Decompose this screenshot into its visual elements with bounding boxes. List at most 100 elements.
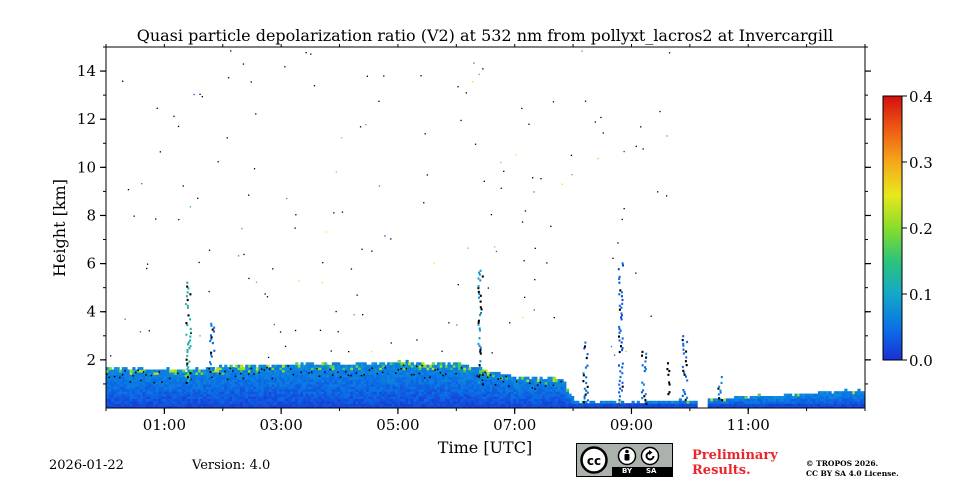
heat-cell: [770, 398, 774, 402]
heat-cell: [337, 400, 341, 404]
heat-cell: [240, 403, 244, 407]
heat-cell: [804, 393, 809, 397]
heat-cell: [195, 371, 199, 375]
heat-cell: [723, 405, 727, 408]
heat-cell: [757, 398, 761, 402]
heat-cell: [389, 367, 393, 371]
heat-cell: [544, 405, 548, 408]
heat-cell: [444, 386, 449, 390]
heat-cell: [274, 367, 278, 371]
heat-cell: [536, 391, 541, 395]
heat-cell: [355, 376, 359, 380]
plume-cell: [211, 342, 214, 345]
heat-cell: [150, 376, 154, 380]
heat-cell: [429, 388, 433, 392]
noise-point: [666, 195, 668, 197]
heat-cell: [720, 403, 724, 407]
heat-cell: [437, 367, 441, 371]
heat-cell: [155, 396, 160, 399]
heat-cell: [224, 379, 228, 383]
heat-cell: [455, 381, 459, 385]
plume-cell: [642, 389, 645, 392]
heat-cell: [229, 405, 233, 408]
heat-cell: [153, 381, 157, 385]
heat-cell: [321, 362, 325, 366]
heat-cell: [536, 400, 541, 404]
heat-cell: [200, 393, 204, 397]
heat-cell: [184, 398, 188, 402]
heat-cell: [852, 391, 856, 395]
heat-cell: [161, 391, 165, 395]
heat-cell: [132, 381, 136, 385]
heat-cell: [534, 403, 538, 407]
heat-cell: [815, 398, 819, 402]
heat-speckle: [316, 368, 318, 370]
heat-cell: [465, 398, 470, 402]
heat-cell: [471, 379, 475, 383]
heat-cell: [203, 400, 207, 404]
heat-cell: [137, 367, 141, 371]
y-tick-label: 2: [86, 351, 96, 369]
heat-cell: [852, 400, 856, 404]
heat-cell: [342, 398, 346, 402]
heat-cell: [497, 393, 501, 397]
heat-cell: [347, 379, 351, 383]
heat-cell: [823, 403, 827, 407]
heat-cell: [536, 381, 541, 385]
heat-cell: [287, 369, 291, 373]
heat-cell: [116, 405, 120, 408]
heat-cell: [723, 400, 727, 404]
heat-cell: [463, 405, 467, 408]
heat-cell: [421, 383, 425, 387]
heat-cell: [184, 383, 188, 387]
heat-cell: [505, 376, 509, 380]
colorbar-tick-label: 0.3: [909, 154, 933, 172]
heat-speckle: [368, 369, 371, 371]
heat-cell: [544, 398, 548, 402]
heat-cell: [140, 379, 144, 383]
noise-point: [522, 316, 524, 319]
heat-cell: [749, 403, 753, 407]
heat-cell: [310, 405, 315, 408]
heat-cell: [402, 405, 407, 408]
heat-cell: [200, 376, 204, 380]
heat-cell: [229, 371, 233, 375]
heat-cell: [305, 381, 309, 385]
heat-cell: [200, 371, 204, 375]
heat-cell: [137, 369, 141, 373]
heat-cell: [140, 393, 144, 397]
heat-cell: [331, 367, 336, 371]
heat-cell: [121, 386, 125, 390]
cc-license-badge[interactable]: cc BY SA: [576, 443, 673, 477]
noise-point: [378, 100, 380, 102]
heat-cell: [161, 403, 165, 407]
heat-cell: [473, 398, 477, 402]
heat-cell: [492, 398, 496, 402]
heat-cell: [331, 398, 336, 402]
heat-cell: [121, 376, 125, 380]
heat-cell: [597, 405, 601, 408]
heat-cell: [418, 383, 422, 387]
heat-cell: [860, 405, 864, 408]
heat-cell: [353, 381, 357, 385]
heat-cell: [400, 369, 404, 373]
noise-point: [361, 248, 363, 250]
heat-cell: [447, 364, 451, 368]
heat-cell: [305, 388, 309, 392]
heat-cell: [458, 364, 462, 368]
heat-cell: [274, 379, 278, 383]
heat-cell: [841, 405, 845, 408]
heat-cell: [408, 383, 412, 387]
heat-cell: [505, 381, 509, 385]
heat-speckle: [266, 366, 268, 369]
heat-cell: [276, 371, 280, 375]
heat-cell: [337, 403, 341, 407]
heat-cell: [353, 379, 357, 383]
heat-cell: [366, 383, 370, 387]
heat-cell: [831, 396, 835, 399]
heat-cell: [376, 376, 380, 380]
heat-cell: [479, 388, 483, 392]
heat-cell: [463, 396, 467, 399]
heat-cell: [321, 376, 325, 380]
heat-cell: [208, 381, 212, 385]
